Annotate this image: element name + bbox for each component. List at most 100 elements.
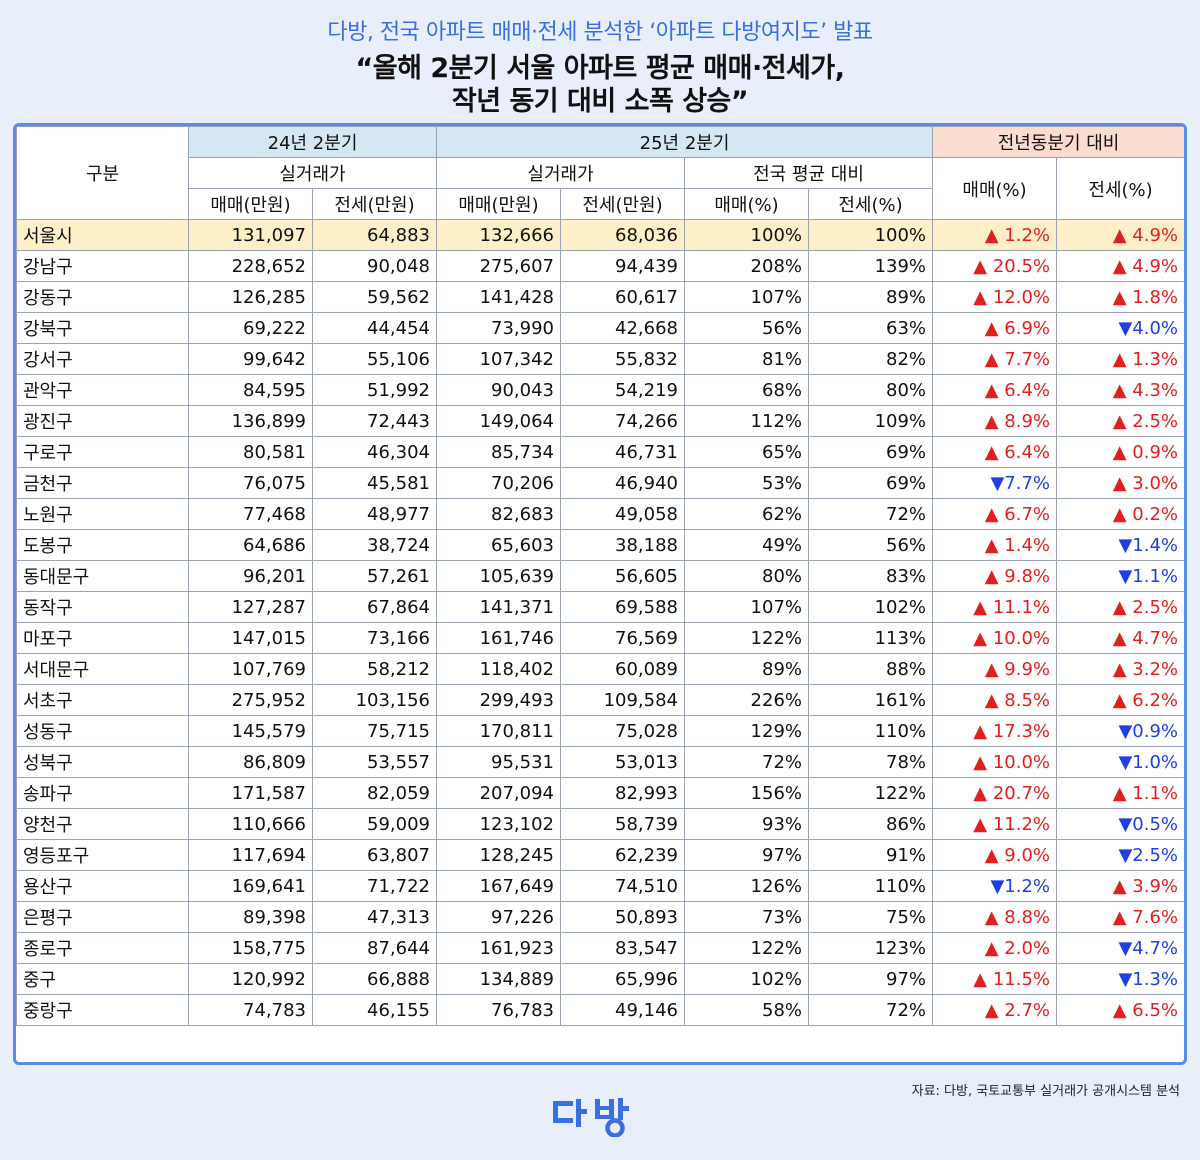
cur-sale-cell: 134,889 <box>436 963 562 995</box>
table-body: 서울시 131,097 64,883 132,666 68,036 100% 100% ▲ 1… <box>16 219 1184 1026</box>
cur-jeonse-cell: 42,668 <box>560 312 686 344</box>
table-row: 송파구 171,587 82,059 207,094 82,993 156% 122% ▲ 2… <box>16 777 1184 809</box>
yoy-sale-cell: ▲ 2.0% <box>932 932 1058 964</box>
prev-jeonse-cell: 55,106 <box>311 343 438 375</box>
yoy-sale-cell: ▲ 8.5% <box>932 684 1058 716</box>
national-jeonse-cell: 72% <box>808 498 934 530</box>
prev-sale-cell: 147,015 <box>188 622 313 654</box>
cur-jeonse-cell: 50,893 <box>560 901 686 933</box>
region-cell: 도봉구 <box>16 529 189 561</box>
table-row: 도봉구 64,686 38,724 65,603 38,188 49% 56% ▲ 1.4% ▼… <box>16 529 1184 561</box>
cur-jeonse-cell: 53,013 <box>560 746 686 778</box>
yoy-sale-cell: ▲ 6.4% <box>932 436 1058 468</box>
prev-jeonse-cell: 58,212 <box>311 653 438 685</box>
cur-sale-cell: 123,102 <box>436 808 562 840</box>
table-row: 동대문구 96,201 57,261 105,639 56,605 80% 83% ▲ 9.8… <box>16 560 1184 592</box>
national-sale-cell: 68% <box>684 374 810 406</box>
yoy-jeonse-cell: ▼4.0% <box>1056 312 1184 344</box>
prev-jeonse-cell: 59,009 <box>311 808 438 840</box>
header-cur-national: 전국 평균 대비 <box>684 157 934 189</box>
yoy-jeonse-cell: ▲ 3.2% <box>1056 653 1184 685</box>
table-row: 영등포구 117,694 63,807 128,245 62,239 97% 91% ▲ 9.… <box>16 839 1184 871</box>
header-prev-actual: 실거래가 <box>187 157 438 189</box>
cur-jeonse-cell: 38,188 <box>560 529 686 561</box>
national-jeonse-cell: 110% <box>808 870 934 902</box>
prev-jeonse-cell: 46,304 <box>311 436 438 468</box>
table-row: 강서구 99,642 55,106 107,342 55,832 81% 82% ▲ 7.7%… <box>16 343 1184 375</box>
national-jeonse-cell: 75% <box>808 901 934 933</box>
prev-sale-cell: 107,769 <box>188 653 313 685</box>
region-cell: 종로구 <box>16 932 189 964</box>
yoy-sale-cell: ▲ 1.2% <box>932 219 1058 251</box>
cur-jeonse-cell: 46,940 <box>560 467 686 499</box>
yoy-sale-cell: ▲ 7.7% <box>932 343 1058 375</box>
cur-sale-cell: 149,064 <box>436 405 562 437</box>
prev-jeonse-cell: 64,883 <box>311 219 438 251</box>
yoy-sale-cell: ▼1.2% <box>932 870 1058 902</box>
yoy-sale-cell: ▲ 10.0% <box>932 622 1058 654</box>
cur-sale-cell: 299,493 <box>436 684 562 716</box>
national-sale-cell: 65% <box>684 436 810 468</box>
national-jeonse-cell: 72% <box>808 994 934 1026</box>
yoy-jeonse-cell: ▲ 6.5% <box>1056 994 1184 1026</box>
national-sale-cell: 89% <box>684 653 810 685</box>
cur-sale-cell: 118,402 <box>436 653 562 685</box>
cur-jeonse-cell: 54,219 <box>560 374 686 406</box>
header-group-cur: 25년 2분기 <box>436 126 934 158</box>
national-sale-cell: 107% <box>684 281 810 313</box>
table-row: 관악구 84,595 51,992 90,043 54,219 68% 80% ▲ 6.4% ▲… <box>16 374 1184 406</box>
national-jeonse-cell: 56% <box>808 529 934 561</box>
prev-jeonse-cell: 46,155 <box>311 994 438 1026</box>
table-row: 중랑구 74,783 46,155 76,783 49,146 58% 72% ▲ 2.7% ▲… <box>16 994 1184 1026</box>
yoy-jeonse-cell: ▲ 0.2% <box>1056 498 1184 530</box>
region-cell: 서울시 <box>16 219 189 251</box>
prev-sale-cell: 86,809 <box>188 746 313 778</box>
national-sale-cell: 122% <box>684 932 810 964</box>
yoy-sale-cell: ▲ 6.7% <box>932 498 1058 530</box>
national-sale-cell: 62% <box>684 498 810 530</box>
yoy-jeonse-cell: ▲ 1.3% <box>1056 343 1184 375</box>
prev-jeonse-cell: 82,059 <box>311 777 438 809</box>
table-row: 강남구 228,652 90,048 275,607 94,439 208% 139% ▲ 2… <box>16 250 1184 282</box>
region-cell: 강남구 <box>16 250 189 282</box>
prev-jeonse-cell: 71,722 <box>311 870 438 902</box>
cur-sale-cell: 161,746 <box>436 622 562 654</box>
national-sale-cell: 53% <box>684 467 810 499</box>
yoy-jeonse-cell: ▲ 2.5% <box>1056 405 1184 437</box>
prev-sale-cell: 136,899 <box>188 405 313 437</box>
table-row: 양천구 110,666 59,009 123,102 58,739 93% 86% ▲ 11.… <box>16 808 1184 840</box>
cur-sale-cell: 207,094 <box>436 777 562 809</box>
cur-sale-cell: 128,245 <box>436 839 562 871</box>
region-cell: 동작구 <box>16 591 189 623</box>
national-jeonse-cell: 123% <box>808 932 934 964</box>
header-national-sale: 매매(%) <box>684 188 810 220</box>
cur-jeonse-cell: 56,605 <box>560 560 686 592</box>
table-row: 서울시 131,097 64,883 132,666 68,036 100% 100% ▲ 1… <box>16 219 1184 251</box>
cur-sale-cell: 107,342 <box>436 343 562 375</box>
prev-sale-cell: 64,686 <box>188 529 313 561</box>
table-row: 동작구 127,287 67,864 141,371 69,588 107% 102% ▲ 1… <box>16 591 1184 623</box>
prev-sale-cell: 169,641 <box>188 870 313 902</box>
region-cell: 강북구 <box>16 312 189 344</box>
region-cell: 서대문구 <box>16 653 189 685</box>
header-region: 구분 <box>16 126 189 220</box>
cur-sale-cell: 65,603 <box>436 529 562 561</box>
national-jeonse-cell: 69% <box>808 436 934 468</box>
table-row: 광진구 136,899 72,443 149,064 74,266 112% 109% ▲ 8… <box>16 405 1184 437</box>
prev-sale-cell: 158,775 <box>188 932 313 964</box>
prev-jeonse-cell: 72,443 <box>311 405 438 437</box>
prev-jeonse-cell: 59,562 <box>311 281 438 313</box>
title-line-1: “올해 2분기 서울 아파트 평균 매매·전세가, <box>355 53 845 84</box>
table-row: 용산구 169,641 71,722 167,649 74,510 126% 110% ▼1.… <box>16 870 1184 902</box>
table-row: 강동구 126,285 59,562 141,428 60,617 107% 89% ▲ 12… <box>16 281 1184 313</box>
cur-jeonse-cell: 55,832 <box>560 343 686 375</box>
cur-jeonse-cell: 74,266 <box>560 405 686 437</box>
national-jeonse-cell: 63% <box>808 312 934 344</box>
table-row: 중구 120,992 66,888 134,889 65,996 102% 97% ▲ 11.… <box>16 963 1184 995</box>
national-sale-cell: 56% <box>684 312 810 344</box>
yoy-jeonse-cell: ▼0.9% <box>1056 715 1184 747</box>
national-jeonse-cell: 88% <box>808 653 934 685</box>
prev-sale-cell: 74,783 <box>188 994 313 1026</box>
cur-jeonse-cell: 49,146 <box>560 994 686 1026</box>
cur-jeonse-cell: 75,028 <box>560 715 686 747</box>
